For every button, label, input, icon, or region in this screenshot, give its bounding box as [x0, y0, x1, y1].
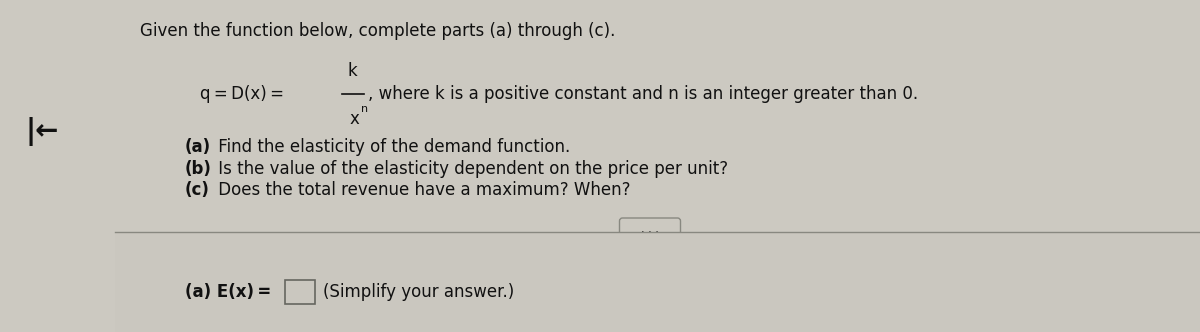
- Text: (Simplify your answer.): (Simplify your answer.): [323, 283, 515, 301]
- FancyBboxPatch shape: [115, 233, 1200, 332]
- Text: n: n: [361, 104, 368, 114]
- Text: Find the elasticity of the demand function.: Find the elasticity of the demand functi…: [214, 138, 570, 156]
- Text: x: x: [350, 110, 360, 128]
- FancyBboxPatch shape: [619, 218, 680, 246]
- Text: (a) E(x) =: (a) E(x) =: [185, 283, 271, 301]
- FancyBboxPatch shape: [286, 280, 314, 304]
- Text: , where k is a positive constant and n is an integer greater than 0.: , where k is a positive constant and n i…: [368, 85, 918, 103]
- Text: (c): (c): [185, 181, 210, 199]
- Text: Given the function below, complete parts (a) through (c).: Given the function below, complete parts…: [140, 22, 616, 40]
- Text: Does the total revenue have a maximum? When?: Does the total revenue have a maximum? W…: [214, 181, 630, 199]
- Text: (b): (b): [185, 160, 212, 178]
- FancyBboxPatch shape: [0, 0, 115, 332]
- Text: Is the value of the elasticity dependent on the price per unit?: Is the value of the elasticity dependent…: [214, 160, 728, 178]
- Text: |←: |←: [25, 118, 59, 146]
- Text: (a): (a): [185, 138, 211, 156]
- Text: k: k: [347, 62, 356, 80]
- Text: · · ·: · · ·: [641, 227, 659, 237]
- Text: q = D(x) =: q = D(x) =: [200, 85, 284, 103]
